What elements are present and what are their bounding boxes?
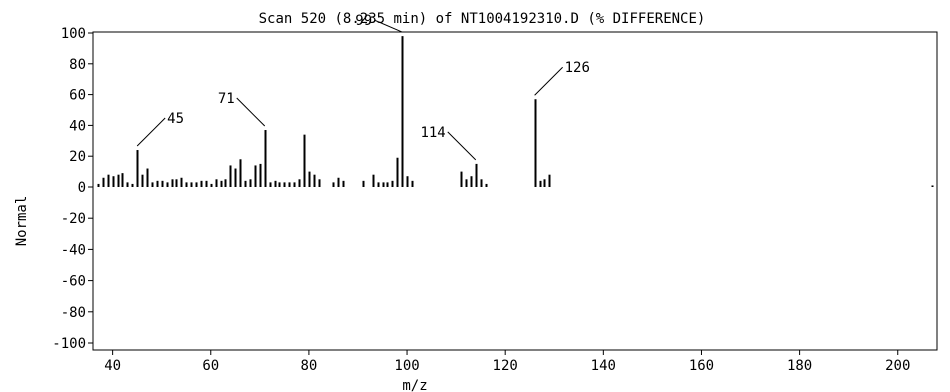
chart-title: Scan 520 (8.235 min) of NT1004192310.D (… [259,11,706,27]
peak-label: 71 [218,91,235,107]
peak-label: 99 [355,13,372,29]
x-tick-label: 140 [591,358,616,374]
peak-label: 126 [565,60,590,76]
x-tick-label: 200 [885,358,910,374]
y-tick-label: 100 [61,26,86,42]
annotation-leader [447,131,477,161]
y-tick-label: 20 [69,149,86,165]
annotation-leader [136,117,166,147]
annotation-leader [534,66,563,96]
spectrum-peaks [97,36,934,187]
annotation-leader [373,19,403,33]
y-tick-label: -20 [61,211,86,227]
x-tick-label: 40 [104,358,121,374]
y-tick-label: -60 [61,274,86,290]
y-tick-label: 40 [69,118,86,134]
plot-frame [92,31,938,351]
peak-annotations: 45 71 99 114 126 [136,13,590,161]
x-tick-label: 160 [689,358,714,374]
peak-label: 45 [167,111,184,127]
y-axis-label: Normal [14,196,30,247]
annotation-leader [236,97,266,127]
x-axis: 40 60 80 100 120 140 160 180 200 [104,350,910,374]
y-tick-label: -100 [52,336,86,352]
peak-label: 114 [420,125,445,141]
y-tick-label: -80 [61,305,86,321]
y-tick-label: 0 [78,180,86,196]
x-tick-label: 60 [202,358,219,374]
x-axis-label: m/z [402,378,427,392]
x-tick-label: 120 [493,358,518,374]
y-axis: 100 80 60 40 20 0 -20 -40 -60 -80 -100 [52,26,93,352]
x-tick-label: 80 [300,358,317,374]
x-tick-label: 100 [394,358,419,374]
y-tick-label: 80 [69,57,86,73]
y-tick-label: -40 [61,242,86,258]
y-tick-label: 60 [69,88,86,104]
x-tick-label: 180 [787,358,812,374]
